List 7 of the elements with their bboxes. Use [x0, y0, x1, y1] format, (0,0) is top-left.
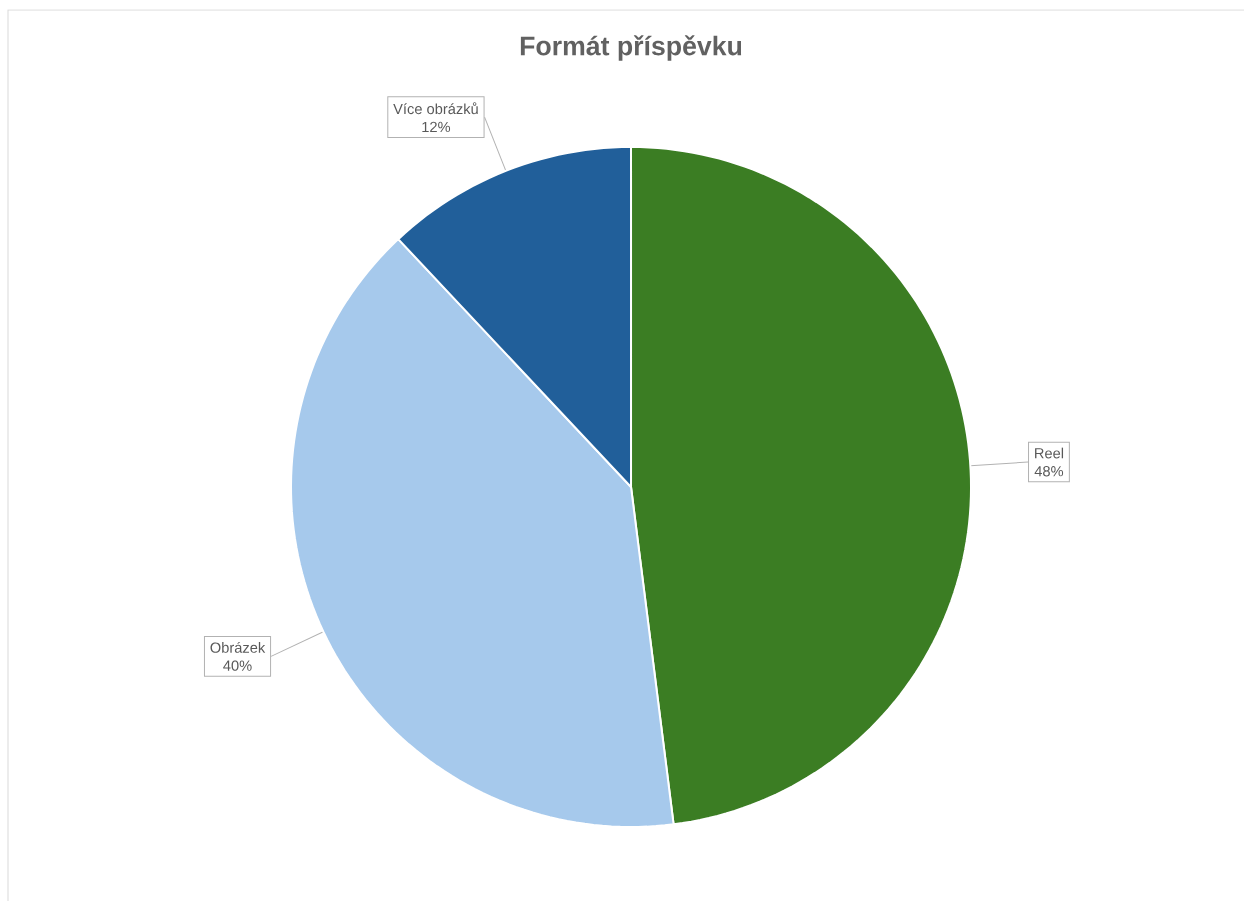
slice-label: Obrázek	[210, 641, 266, 653]
slice-label: Reel	[1035, 447, 1064, 459]
data-label: 12%	[422, 121, 451, 133]
data-label: 48%	[1034, 466, 1064, 477]
chart-title: Formát příspěvku	[520, 35, 742, 61]
data-label: 40%	[223, 660, 252, 671]
slice-label: Více obrázků	[393, 102, 478, 115]
